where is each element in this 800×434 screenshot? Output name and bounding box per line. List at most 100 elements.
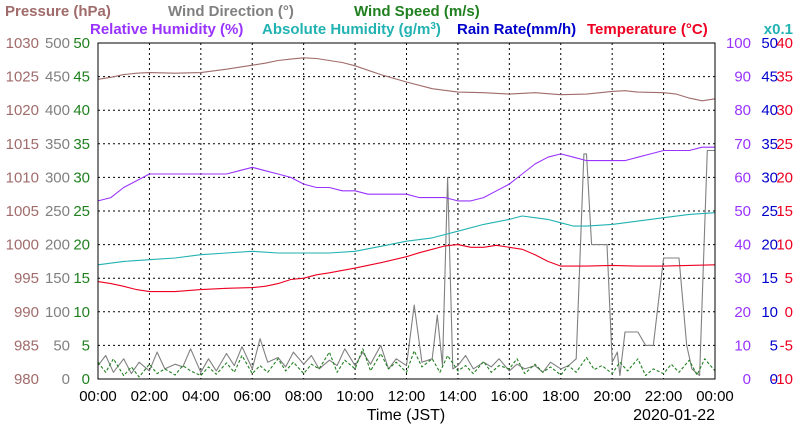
- tick-label-wind_dir: 350: [45, 136, 70, 153]
- tick-label-temperature: 30: [776, 102, 793, 119]
- tick-label-wind_dir: 300: [45, 169, 70, 186]
- legend: Pressure (hPa) Wind Direction (°) Wind Spe…: [5, 3, 793, 38]
- tick-label-humidity: 70: [734, 136, 751, 153]
- tick-label-wind_dir: 0: [62, 371, 70, 388]
- tick-label-temperature: 35: [776, 69, 793, 86]
- tick-label-temperature: 20: [776, 169, 793, 186]
- tick-label-wind_dir: 150: [45, 270, 70, 287]
- tick-labels: 9809859909951000100510101015102010251030…: [6, 35, 793, 405]
- tick-label-humidity: 30: [734, 270, 751, 287]
- tick-label-rain: 35: [761, 136, 778, 153]
- tick-label-pressure: 1015: [6, 136, 39, 153]
- x-tick-label: 10:00: [336, 388, 374, 405]
- tick-label-rain: 10: [761, 304, 778, 321]
- tick-label-wind_speed: 50: [73, 35, 90, 52]
- tick-label-rain: 15: [761, 270, 778, 287]
- tick-label-humidity: 0: [743, 371, 751, 388]
- tick-label-pressure: 995: [14, 270, 39, 287]
- tick-label-rain: 0: [770, 371, 778, 388]
- tick-label-pressure: 1005: [6, 203, 39, 220]
- tick-label-rain: 45: [761, 69, 778, 86]
- tick-label-pressure: 1010: [6, 169, 39, 186]
- x-axis-label: Time (JST): [367, 407, 446, 424]
- tick-label-wind_speed: 35: [73, 136, 90, 153]
- tick-label-humidity: 80: [734, 102, 751, 119]
- tick-label-wind_speed: 20: [73, 237, 90, 254]
- legend-abs_humidity: Absolute Humidity (g/m3): [262, 21, 441, 39]
- legend-wind_speed: Wind Speed (m/s): [354, 3, 480, 20]
- tick-label-humidity: 50: [734, 203, 751, 220]
- legend-humidity: Relative Humidity (%): [90, 21, 243, 38]
- x-tick-label: 20:00: [593, 388, 631, 405]
- legend-rain: Rain Rate(mm/h): [457, 21, 576, 38]
- tick-label-wind_dir: 250: [45, 203, 70, 220]
- date-label: 2020-01-22: [633, 407, 715, 424]
- legend-pressure: Pressure (hPa): [5, 3, 111, 20]
- tick-label-rain: 30: [761, 169, 778, 186]
- tick-label-wind_speed: 40: [73, 102, 90, 119]
- tick-label-wind_dir: 400: [45, 102, 70, 119]
- tick-label-humidity: 100: [726, 35, 751, 52]
- tick-label-wind_speed: 30: [73, 169, 90, 186]
- tick-label-wind_speed: 10: [73, 304, 90, 321]
- tick-label-temperature: -10: [771, 371, 793, 388]
- series-humidity-relative-humidity: [97, 146, 715, 202]
- x-tick-label: 00:00: [696, 388, 734, 405]
- tick-label-temperature: -5: [780, 337, 793, 354]
- x-tick-label: 12:00: [388, 388, 426, 405]
- series-humidity-absolute-humidity-g-m: [97, 212, 716, 266]
- tick-label-wind_speed: 15: [73, 270, 90, 287]
- right-scale-note: x0.1: [764, 21, 793, 38]
- tick-label-temperature: 10: [776, 237, 793, 254]
- legend-temperature: Temperature (°C): [587, 21, 708, 38]
- tick-label-rain: 40: [761, 102, 778, 119]
- tick-label-rain: 25: [761, 203, 778, 220]
- tick-label-temperature: 25: [776, 136, 793, 153]
- x-tick-label: 18:00: [542, 388, 580, 405]
- tick-label-humidity: 60: [734, 169, 751, 186]
- tick-label-wind_dir: 200: [45, 237, 70, 254]
- tick-label-wind_speed: 45: [73, 69, 90, 86]
- tick-label-humidity: 20: [734, 304, 751, 321]
- tick-label-wind_speed: 0: [82, 371, 90, 388]
- tick-label-pressure: 1025: [6, 69, 39, 86]
- tick-label-temperature: 15: [776, 203, 793, 220]
- tick-label-wind_dir: 450: [45, 69, 70, 86]
- x-tick-label: 02:00: [131, 388, 169, 405]
- tick-label-rain: 5: [770, 337, 778, 354]
- tick-label-temperature: 40: [776, 35, 793, 52]
- tick-label-pressure: 990: [14, 304, 39, 321]
- x-tick-label: 04:00: [182, 388, 220, 405]
- x-tick-label: 06:00: [233, 388, 271, 405]
- x-tick-label: 00:00: [79, 388, 117, 405]
- tick-label-pressure: 1030: [6, 35, 39, 52]
- x-tick-label: 08:00: [285, 388, 323, 405]
- tick-label-pressure: 985: [14, 337, 39, 354]
- series-wind_dir-wind-direction: [97, 149, 715, 377]
- legend-wind_dir: Wind Direction (°): [168, 3, 294, 20]
- tick-label-pressure: 1020: [6, 102, 39, 119]
- tick-label-temperature: 0: [785, 304, 793, 321]
- tick-label-pressure: 980: [14, 371, 39, 388]
- tick-label-wind_dir: 50: [53, 337, 70, 354]
- tick-label-humidity: 40: [734, 237, 751, 254]
- x-tick-label: 16:00: [491, 388, 529, 405]
- tick-label-rain: 20: [761, 237, 778, 254]
- tick-label-wind_speed: 25: [73, 203, 90, 220]
- plot-frame: [97, 42, 716, 380]
- tick-label-pressure: 1000: [6, 237, 39, 254]
- tick-label-wind_dir: 500: [45, 35, 70, 52]
- series-wind_speed-wind-speed-m-s: [97, 348, 716, 378]
- grid-lines: [98, 43, 715, 379]
- series-pressure-pressure-hpa: [97, 57, 716, 102]
- x-tick-label: 14:00: [439, 388, 477, 405]
- series-temperature-temperature-c: [97, 244, 716, 293]
- tick-label-rain: 50: [761, 35, 778, 52]
- x-tick-label: 22:00: [645, 388, 683, 405]
- tick-label-wind_speed: 5: [82, 337, 90, 354]
- tick-label-temperature: 5: [785, 270, 793, 287]
- tick-label-wind_dir: 100: [45, 304, 70, 321]
- tick-label-humidity: 90: [734, 69, 751, 86]
- tick-label-humidity: 10: [734, 337, 751, 354]
